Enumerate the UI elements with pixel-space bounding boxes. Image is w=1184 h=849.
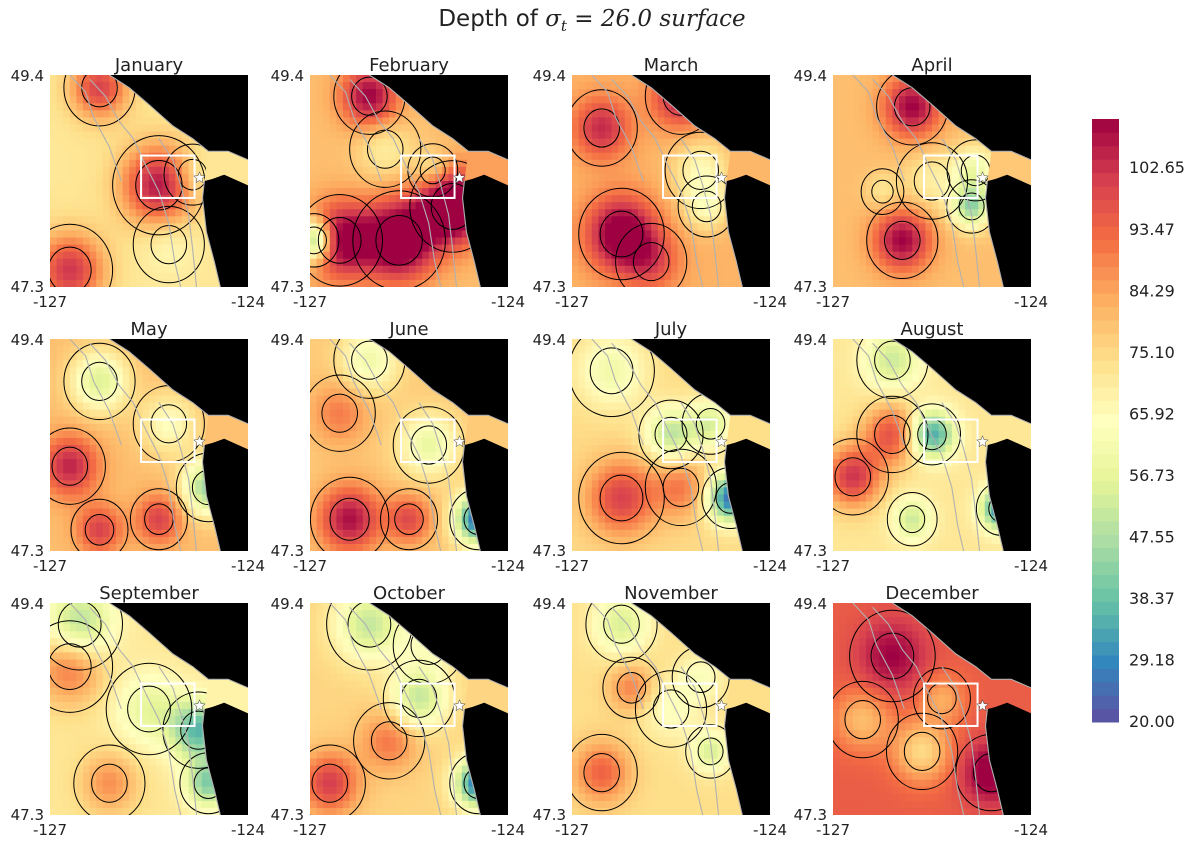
colorbar-tick-label: 38.37 [1129,589,1175,608]
panel-april: April 49.4 47.3-127 -124 [794,55,1048,311]
station-star-icon [715,699,728,712]
colorbar-tick-label: 65.92 [1129,404,1175,423]
station-star-icon [193,699,206,712]
colorbar-tick-label: 20.00 [1129,712,1175,731]
colorbar-tick-label: 75.10 [1129,343,1175,362]
lat-top-label: 49.4 [794,331,827,349]
panel-may: May 49.4 47.3-127 -124 [11,319,265,575]
lon-right-label: -124 [231,821,265,839]
lat-bottom-label: 47.3 [794,806,827,824]
panel-title: November [624,583,718,604]
station-star-icon [715,435,728,448]
colorbar-tick-label: 29.18 [1129,651,1175,670]
panel-title: May [130,319,168,340]
lat-bottom-label: 47.3 [794,542,827,560]
lat-bottom-label: 47.3 [271,806,304,824]
lat-bottom-label: 47.3 [533,278,566,296]
colorbar: 20.00 29.18 38.37 47.55 56.73 65.92 75.10 84.29… [1092,119,1184,731]
station-star-icon [976,435,989,448]
station-star-icon [193,171,206,184]
lon-left-label: -127 [293,557,327,575]
panel-october: October 49.4 47.3-127 -124 [271,583,525,839]
panel-december: December 49.4 47.3-127 -124 [794,583,1048,839]
lon-right-label: -124 [1014,821,1048,839]
lon-left-label: -127 [816,821,850,839]
lat-bottom-label: 47.3 [533,542,566,560]
lat-bottom-label: 47.3 [11,806,44,824]
lat-top-label: 49.4 [271,331,304,349]
panel-title: September [99,583,199,604]
lat-bottom-label: 47.3 [11,542,44,560]
panel-title: August [901,319,964,340]
lat-top-label: 49.4 [533,331,566,349]
lon-left-label: -127 [293,293,327,311]
colorbar-tick-label: 56.73 [1129,466,1175,485]
lat-top-label: 49.4 [271,67,304,85]
colorbar-tick-label: 102.65 [1129,158,1184,177]
lat-top-label: 49.4 [11,67,44,85]
panel-title: March [644,55,699,76]
lat-top-label: 49.4 [11,331,44,349]
lat-top-label: 49.4 [533,67,566,85]
lat-top-label: 49.4 [794,67,827,85]
panel-title: December [885,583,979,604]
station-star-icon [715,171,728,184]
lon-right-label: -124 [753,821,787,839]
lat-bottom-label: 47.3 [271,542,304,560]
figure-title: Depth of σt = 26.0 surface [438,6,745,35]
lon-right-label: -124 [1014,293,1048,311]
panel-july: July 49.4 47.3-127 -124 [533,319,787,575]
lon-right-label: -124 [491,557,525,575]
panel-title: January [114,55,184,76]
lat-bottom-label: 47.3 [533,806,566,824]
panel-title: April [911,55,952,76]
lon-left-label: -127 [816,557,850,575]
lon-left-label: -127 [33,557,67,575]
station-star-icon [453,435,466,448]
lat-bottom-label: 47.3 [271,278,304,296]
panel-june: June 49.4 47.3-127 -124 [271,319,525,575]
lat-top-label: 49.4 [11,595,44,613]
lon-left-label: -127 [293,821,327,839]
lon-left-label: -127 [555,821,589,839]
lat-bottom-label: 47.3 [794,278,827,296]
lon-left-label: -127 [33,293,67,311]
lon-left-label: -127 [33,821,67,839]
lon-right-label: -124 [231,557,265,575]
panel-title: October [373,583,446,604]
panel-title: June [388,319,428,340]
lon-right-label: -124 [491,293,525,311]
panel-august: August 49.4 47.3-127 -124 [794,319,1048,575]
station-star-icon [453,171,466,184]
panel-november: November 49.4 47.3-127 -124 [533,583,787,839]
panel-title: July [654,319,688,340]
station-star-icon [193,435,206,448]
panel-march: March 49.4 47.3-127 -124 [533,55,787,311]
panel-september: September 49.4 47.3-127 -124 [11,583,265,839]
lat-top-label: 49.4 [271,595,304,613]
lon-left-label: -127 [555,557,589,575]
station-star-icon [976,171,989,184]
lon-right-label: -124 [231,293,265,311]
lat-top-label: 49.4 [794,595,827,613]
lon-left-label: -127 [816,293,850,311]
lat-bottom-label: 47.3 [11,278,44,296]
lon-right-label: -124 [753,557,787,575]
lon-right-label: -124 [491,821,525,839]
colorbar-tick-label: 47.55 [1129,527,1175,546]
panel-february: February 49.4 47.3-127 -124 [271,55,525,311]
station-star-icon [976,699,989,712]
panel-title: February [369,55,449,76]
station-star-icon [453,699,466,712]
lon-right-label: -124 [1014,557,1048,575]
lon-left-label: -127 [555,293,589,311]
colorbar-tick-label: 93.47 [1129,220,1175,239]
lat-top-label: 49.4 [533,595,566,613]
panel-january: January 49.4 47.3-127 -124 [11,55,265,311]
colorbar-tick-label: 84.29 [1129,281,1175,300]
lon-right-label: -124 [753,293,787,311]
